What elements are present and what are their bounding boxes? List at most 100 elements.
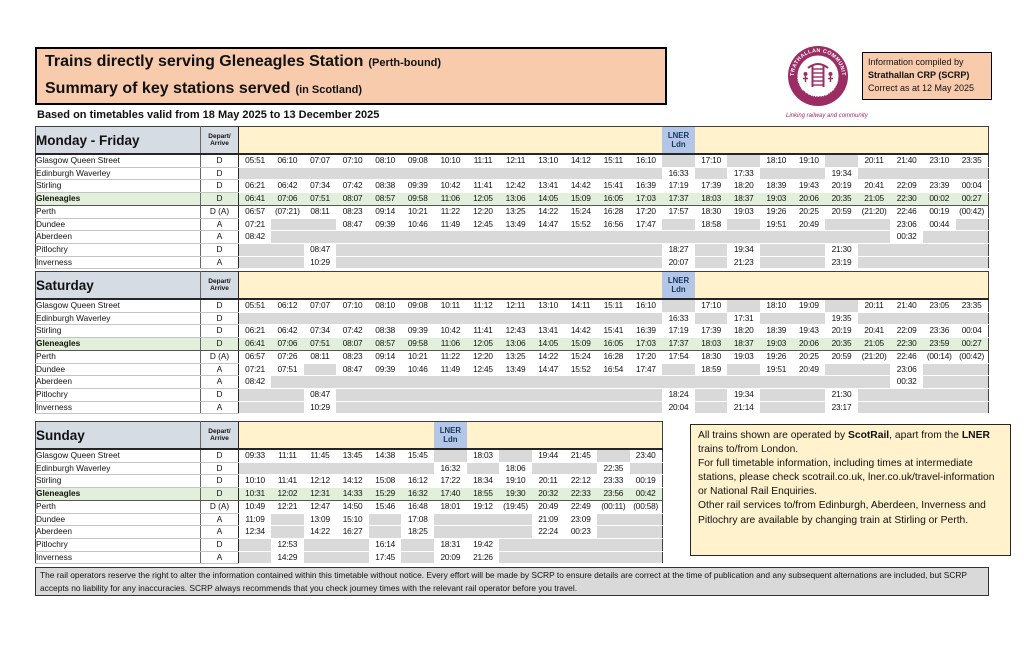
time-cell: (00:11) xyxy=(597,500,630,514)
time-band-header xyxy=(434,271,467,300)
empty-time-cell xyxy=(662,375,695,389)
time-cell: 08:47 xyxy=(336,363,369,377)
empty-time-cell xyxy=(629,538,663,552)
empty-time-cell xyxy=(368,388,402,402)
time-cell: 19:43 xyxy=(792,324,826,339)
time-cell: 23:59 xyxy=(922,337,956,351)
empty-time-cell xyxy=(531,230,565,244)
time-cell: 11:41 xyxy=(271,474,304,489)
empty-time-cell xyxy=(890,256,923,270)
station-row-stirling: Stirling D 06:21 06:42 07:34 07:42 08:38 09:39 1… xyxy=(35,179,989,194)
time-cell: 22:12 xyxy=(564,474,598,489)
time-band-header xyxy=(890,271,923,300)
time-cell: 17:10 xyxy=(694,299,728,313)
empty-time-cell xyxy=(466,525,500,539)
time-cell: 15:09 xyxy=(564,192,598,206)
empty-time-cell xyxy=(434,230,467,244)
time-cell: 07:10 xyxy=(336,299,369,313)
time-cell: 23:06 xyxy=(890,218,923,232)
time-band-header xyxy=(238,271,272,300)
station-row-pitlochry: Pitlochry D 12:53 16:14 18:31 19:42 xyxy=(35,538,663,552)
time-cell: 10:46 xyxy=(401,218,435,232)
depart-arrive-flag: D xyxy=(200,487,239,501)
depart-arrive-flag: D xyxy=(200,179,239,194)
empty-time-cell xyxy=(466,312,500,326)
time-band-header xyxy=(368,421,402,450)
empty-time-cell xyxy=(727,154,760,168)
station-name: Perth xyxy=(35,350,201,364)
time-cell: 19:51 xyxy=(760,363,793,377)
empty-time-cell xyxy=(336,243,369,257)
time-band-header xyxy=(271,271,304,300)
time-cell: 13:41 xyxy=(531,179,565,194)
time-cell: 21:05 xyxy=(857,337,891,351)
empty-time-cell xyxy=(825,218,858,232)
empty-time-cell xyxy=(336,462,369,476)
time-band-header xyxy=(564,126,598,155)
empty-time-cell xyxy=(336,167,369,181)
empty-time-cell xyxy=(890,401,923,415)
page-title-suffix: (Perth-bound) xyxy=(368,57,442,69)
time-cell: 20:09 xyxy=(434,551,467,565)
empty-time-cell xyxy=(922,230,956,244)
empty-time-cell xyxy=(434,256,467,270)
time-cell: 14:42 xyxy=(564,179,598,194)
logo-bridge-icon xyxy=(803,63,833,87)
empty-time-cell xyxy=(890,167,923,181)
empty-time-cell xyxy=(238,401,272,415)
time-cell: 16:32 xyxy=(434,462,467,476)
time-cell: (07:21) xyxy=(271,205,304,219)
empty-time-cell xyxy=(662,299,695,313)
station-row-perth: Perth D (A) 06:57 (07:21) 08:11 08:23 09:14 10:… xyxy=(35,205,989,219)
empty-time-cell xyxy=(401,388,435,402)
empty-time-cell xyxy=(238,388,272,402)
empty-time-cell xyxy=(629,243,663,257)
time-cell: 00:19 xyxy=(629,474,663,489)
time-cell: 06:21 xyxy=(238,179,272,194)
empty-time-cell xyxy=(760,401,793,415)
time-cell: 15:11 xyxy=(597,154,630,168)
time-cell: 19:03 xyxy=(727,205,760,219)
time-band-header xyxy=(825,271,858,300)
time-cell: 09:39 xyxy=(401,179,435,194)
timetable-saturday: Saturday Depart/Arrive LNER Ldn Glasgow Quee… xyxy=(35,271,989,415)
empty-time-cell xyxy=(564,375,598,389)
time-cell: 19:34 xyxy=(727,388,760,402)
time-cell: 00:27 xyxy=(955,337,989,351)
time-cell: 07:51 xyxy=(303,337,337,351)
time-cell: 23:39 xyxy=(922,179,956,194)
time-cell: 21:30 xyxy=(825,388,858,402)
empty-time-cell xyxy=(564,256,598,270)
empty-time-cell xyxy=(499,167,532,181)
empty-time-cell xyxy=(792,230,826,244)
time-cell: 13:49 xyxy=(499,363,532,377)
time-cell: 19:10 xyxy=(792,154,826,168)
empty-time-cell xyxy=(662,363,695,377)
depart-arrive-flag: D xyxy=(200,154,239,168)
time-cell: 12:02 xyxy=(271,487,304,501)
time-cell: 08:47 xyxy=(336,218,369,232)
time-cell: 11:41 xyxy=(466,179,500,194)
time-cell: 17:45 xyxy=(368,551,402,565)
time-cell: 07:06 xyxy=(271,192,304,206)
time-cell: 18:30 xyxy=(694,205,728,219)
time-cell: 07:51 xyxy=(271,363,304,377)
time-cell: 08:42 xyxy=(238,375,272,389)
time-cell: 16:56 xyxy=(597,218,630,232)
empty-time-cell xyxy=(922,388,956,402)
time-cell: 16:10 xyxy=(629,299,663,313)
empty-time-cell xyxy=(629,167,663,181)
station-row-pitlochry: Pitlochry D 08:47 18:24 19:34 21:30 xyxy=(35,388,989,402)
time-cell: 11:11 xyxy=(466,154,500,168)
time-cell: 16:28 xyxy=(597,350,630,364)
time-band-header xyxy=(336,126,369,155)
time-cell: 18:37 xyxy=(727,192,760,206)
empty-time-cell xyxy=(857,375,891,389)
time-cell: 11:11 xyxy=(271,449,304,463)
time-cell: 09:08 xyxy=(401,154,435,168)
time-cell: 07:06 xyxy=(271,337,304,351)
time-cell: 23:56 xyxy=(597,487,630,501)
empty-time-cell xyxy=(531,375,565,389)
empty-time-cell xyxy=(401,375,435,389)
empty-time-cell xyxy=(922,312,956,326)
